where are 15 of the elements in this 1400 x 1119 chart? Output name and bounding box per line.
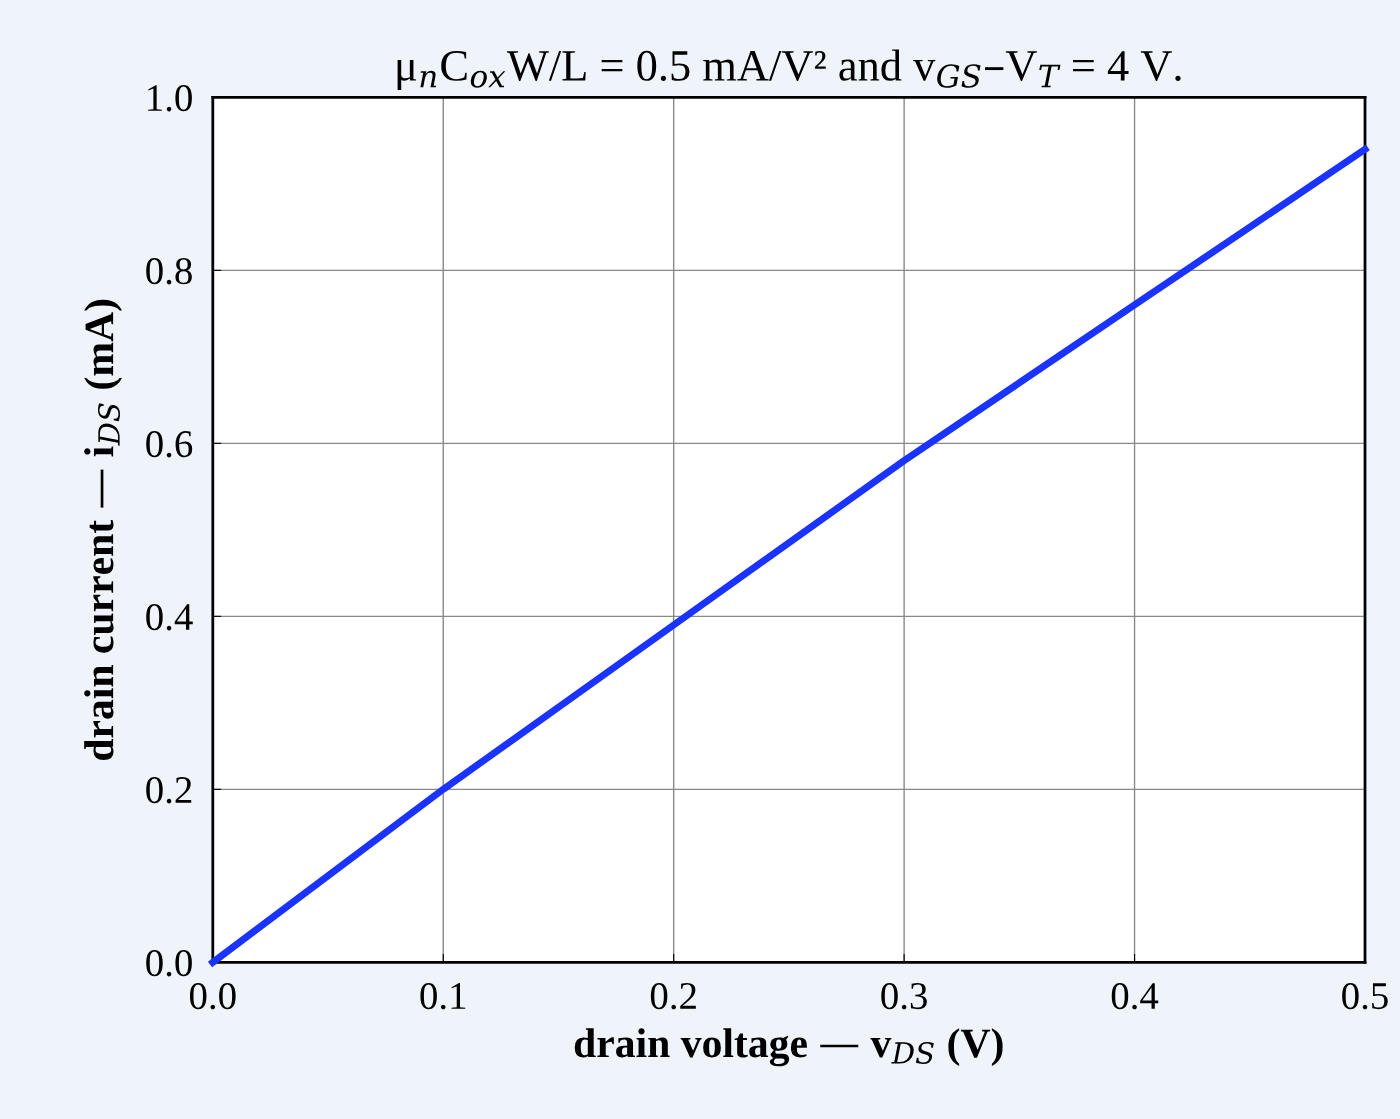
y-tick-label: 0.6 xyxy=(146,430,193,458)
chart-title: μ$_{n}$C$_{ox}$W/L = 0.5 mA/V² and v$_{GS}$–V$_{T}$ = 4 V. xyxy=(397,49,1181,90)
y-tick-label: 0.4 xyxy=(146,603,193,631)
x-tick-label: 0.0 xyxy=(189,982,236,1010)
y-tick-label: 0.8 xyxy=(146,257,192,285)
y-tick-label: 1.0 xyxy=(148,84,192,112)
x-tick-label: 0.1 xyxy=(420,982,466,1010)
y-tick-label: 0.0 xyxy=(146,949,192,977)
x-tick-label: 0.4 xyxy=(1111,982,1159,1010)
y-axis-title: drain current — i$_{DS}$ (mA) xyxy=(84,299,122,761)
x-tick-label: 0.2 xyxy=(650,982,696,1010)
x-tick-label: 0.3 xyxy=(881,982,927,1010)
y-tick-label: 0.2 xyxy=(146,776,192,804)
x-tick-label: 0.5 xyxy=(1342,982,1388,1010)
x-axis-title: drain voltage — v$_{DS}$ (V) xyxy=(574,1028,1003,1067)
